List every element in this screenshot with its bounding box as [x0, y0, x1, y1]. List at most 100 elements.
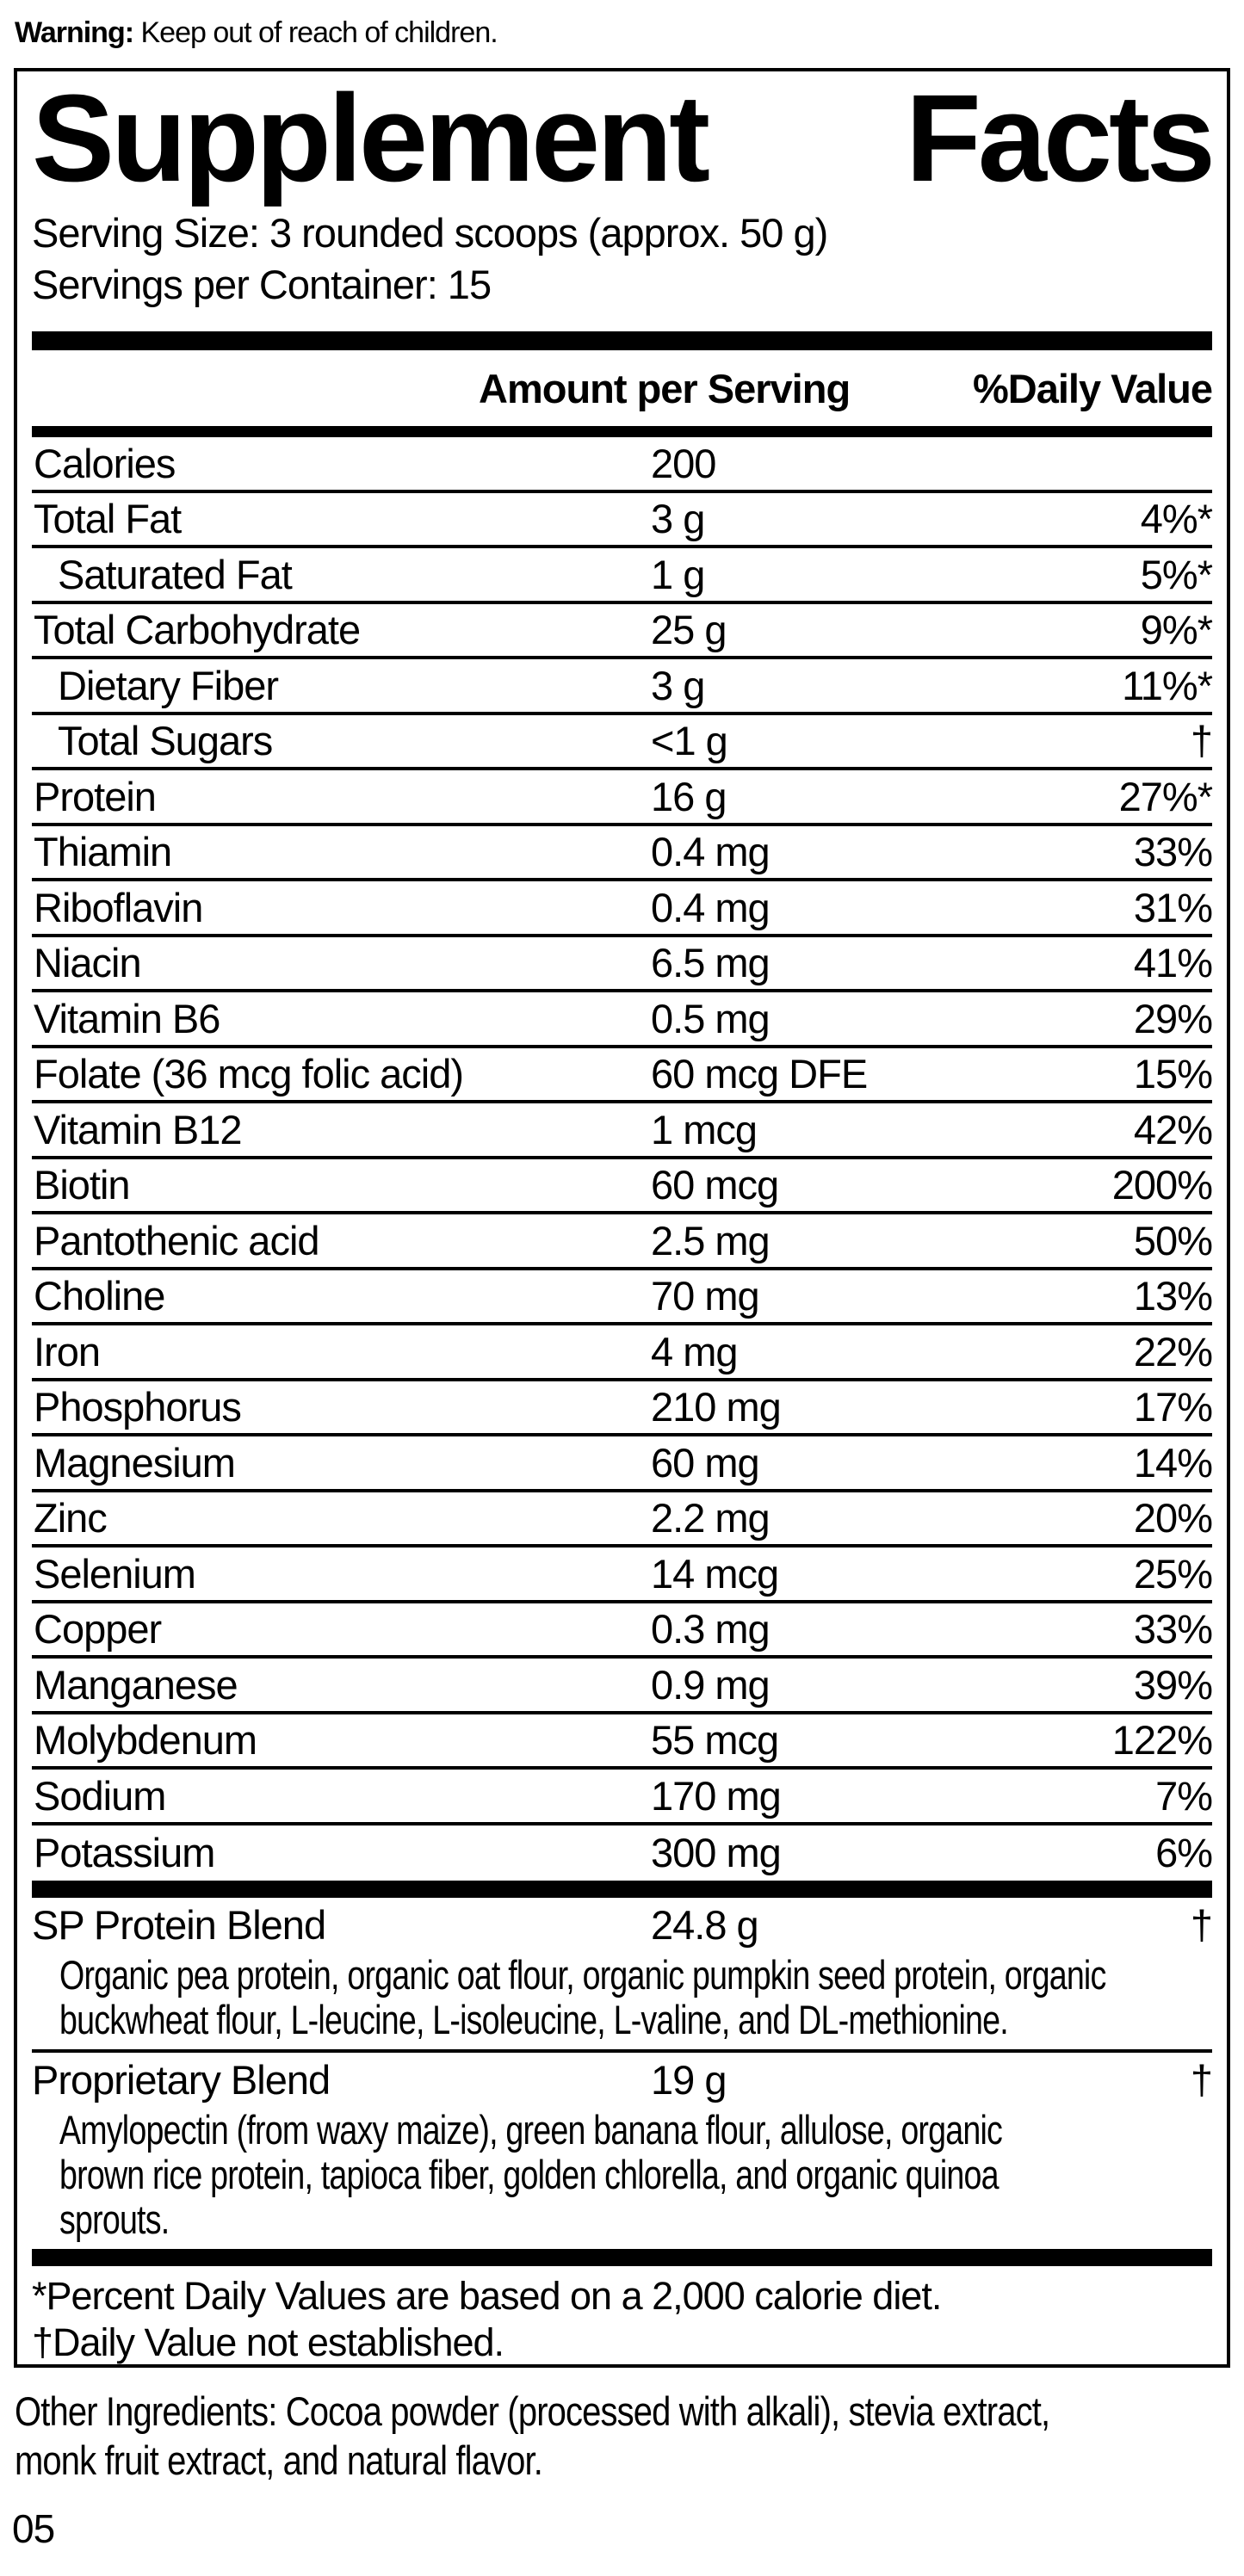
footnote-line: †Daily Value not established.: [32, 2320, 504, 2364]
nutrient-amount: 2.2 mg: [651, 1495, 771, 1541]
supplement-facts-panel: Supplement Facts Serving Size: 3 rounded…: [14, 68, 1230, 2368]
nutrient-amount: 60 mcg: [651, 1162, 779, 1208]
nutrient-name: Iron: [34, 1328, 101, 1374]
nutrient-daily-value: 17%: [1133, 1384, 1213, 1430]
nutrient-name: Saturated Fat: [58, 551, 293, 597]
nutrient-amount: 14 mcg: [651, 1550, 779, 1597]
nutrient-name: Magnesium: [34, 1439, 236, 1486]
nutrient-daily-value: 200%: [1111, 1162, 1213, 1208]
warning-body: Keep out of reach of children.: [133, 16, 498, 49]
table-row: Calories 200: [32, 437, 1212, 493]
blend-ingredients: Amylopectin (from waxy maize), green ban…: [32, 2108, 1212, 2242]
blend-amount: 19 g: [651, 2056, 727, 2103]
nutrient-daily-value: 25%: [1133, 1550, 1213, 1597]
blend-ingredients-line: sprouts.: [59, 2196, 170, 2242]
nutrient-daily-value: 15%: [1133, 1051, 1213, 1097]
nutrient-amount: 25 g: [651, 607, 727, 653]
divider-thick-footnotes: [32, 2249, 1212, 2266]
table-row: Total Fat 3 g 4%*: [32, 493, 1213, 548]
footnote-line: *Percent Daily Values are based on a 2,0…: [32, 2274, 942, 2318]
divider-thin: [32, 2049, 1212, 2053]
column-header-daily-value: %Daily Value: [973, 366, 1213, 411]
nutrient-daily-value: 27%*: [1118, 773, 1213, 819]
nutrient-daily-value: 13%: [1133, 1273, 1213, 1319]
column-header-row: Amount per Serving %Daily Value: [32, 350, 1213, 426]
nutrient-amount: 3 g: [651, 662, 705, 708]
nutrient-amount: 6.5 mg: [651, 940, 771, 986]
table-row: Zinc 2.2 mg 20%: [32, 1492, 1213, 1547]
table-row: Sodium 170 mg 7%: [32, 1770, 1213, 1825]
blend-ingredients-line: buckwheat flour, L-leucine, L-isoleucine…: [59, 1997, 1009, 2042]
other-ingredients-line: monk fruit extract, and natural flavor.: [15, 2437, 543, 2483]
nutrient-daily-value: 31%: [1133, 884, 1213, 930]
nutrient-name: Total Sugars: [58, 718, 273, 764]
nutrient-amount: 0.9 mg: [651, 1661, 771, 1708]
table-row: Total Sugars <1 g †: [32, 715, 1213, 770]
serving-size: Serving Size: 3 rounded scoops (approx. …: [32, 210, 828, 256]
nutrient-amount: 1 g: [651, 551, 705, 597]
nutrient-name: Pantothenic acid: [34, 1217, 320, 1263]
nutrient-daily-value: 14%: [1133, 1439, 1213, 1486]
nutrient-name: Copper: [34, 1606, 162, 1652]
table-row: Folate (36 mcg folic acid) 60 mcg DFE 15%: [32, 1048, 1213, 1103]
column-header-amount: Amount per Serving: [479, 366, 851, 411]
nutrient-name: Riboflavin: [34, 884, 203, 930]
nutrient-amount: 60 mcg DFE: [651, 1051, 868, 1097]
table-row: Magnesium 60 mg 14%: [32, 1436, 1213, 1492]
nutrient-name: Total Carbohydrate: [34, 607, 361, 653]
nutrient-name: Molybdenum: [34, 1717, 257, 1764]
table-row: Niacin 6.5 mg 41%: [32, 937, 1213, 992]
nutrient-daily-value: 5%*: [1140, 551, 1213, 597]
nutrient-daily-value: 29%: [1133, 995, 1213, 1041]
nutrient-name: Dietary Fiber: [58, 662, 279, 708]
nutrient-daily-value: 9%*: [1140, 607, 1213, 653]
blend-row: Proprietary Blend 19 g †: [32, 2053, 1213, 2106]
blend-ingredients-line: Amylopectin (from waxy maize), green ban…: [59, 2107, 1003, 2153]
panel-title-word-1: Supplement: [32, 69, 710, 207]
nutrient-amount: 16 g: [651, 773, 727, 819]
nutrient-amount: 1 mcg: [651, 1106, 758, 1152]
table-row: Vitamin B12 1 mcg 42%: [32, 1103, 1213, 1159]
servings-per-container: Servings per Container: 15: [32, 262, 492, 307]
nutrient-name: Total Fat: [34, 496, 182, 542]
nutrient-daily-value: 33%: [1133, 829, 1213, 875]
table-row: Saturated Fat 1 g 5%*: [32, 548, 1213, 604]
table-row: Manganese 0.9 mg 39%: [32, 1659, 1213, 1714]
table-row: Selenium 14 mcg 25%: [32, 1547, 1213, 1603]
nutrient-amount: 170 mg: [651, 1772, 782, 1819]
table-row: Phosphorus 210 mg 17%: [32, 1381, 1213, 1436]
table-row: Vitamin B6 0.5 mg 29%: [32, 992, 1213, 1048]
blend-name: SP Protein Blend: [32, 1901, 326, 1948]
nutrient-table: Calories 200 Total Fat 3 g 4%* Saturated Fat 1…: [32, 437, 1213, 1881]
nutrient-amount: 4 mg: [651, 1328, 738, 1374]
blend-section: SP Protein Blend 24.8 g † Organic pea prote…: [32, 1898, 1213, 2242]
blend-daily-value: †: [1190, 2056, 1213, 2103]
nutrient-name: Selenium: [34, 1550, 196, 1597]
nutrient-name: Vitamin B6: [34, 995, 220, 1041]
table-row: Thiamin 0.4 mg 33%: [32, 826, 1213, 881]
nutrient-daily-value: 11%*: [1122, 662, 1213, 708]
table-row: Riboflavin 0.4 mg 31%: [32, 881, 1213, 937]
blend-ingredients: Organic pea protein, organic oat flour, …: [32, 1953, 1212, 2042]
nutrient-daily-value: †: [1190, 718, 1213, 764]
nutrient-amount: 60 mg: [651, 1439, 760, 1486]
blend-ingredients-line: brown rice protein, tapioca fiber, golde…: [59, 2152, 1000, 2197]
blend-daily-value: †: [1190, 1901, 1213, 1948]
table-row: Iron 4 mg 22%: [32, 1325, 1213, 1381]
nutrient-name: Niacin: [34, 940, 142, 986]
nutrient-daily-value: 39%: [1133, 1661, 1213, 1708]
table-row: Biotin 60 mcg 200%: [32, 1159, 1213, 1214]
nutrient-daily-value: 33%: [1133, 1606, 1213, 1652]
nutrient-daily-value: 42%: [1133, 1106, 1213, 1152]
table-row: Choline 70 mg 13%: [32, 1270, 1213, 1325]
nutrient-name: Calories: [34, 440, 176, 486]
table-row: Pantothenic acid 2.5 mg 50%: [32, 1214, 1213, 1270]
table-row: Molybdenum 55 mcg 122%: [32, 1714, 1213, 1770]
panel-title-word-2: Facts: [905, 69, 1216, 207]
blend-ingredients-line: Organic pea protein, organic oat flour, …: [59, 1952, 1106, 1998]
nutrient-daily-value: 20%: [1133, 1495, 1213, 1541]
nutrient-daily-value: 6%: [1155, 1830, 1213, 1876]
table-row: Copper 0.3 mg 33%: [32, 1603, 1213, 1659]
panel-title: Supplement Facts: [32, 69, 1216, 207]
nutrient-amount: <1 g: [651, 718, 728, 764]
